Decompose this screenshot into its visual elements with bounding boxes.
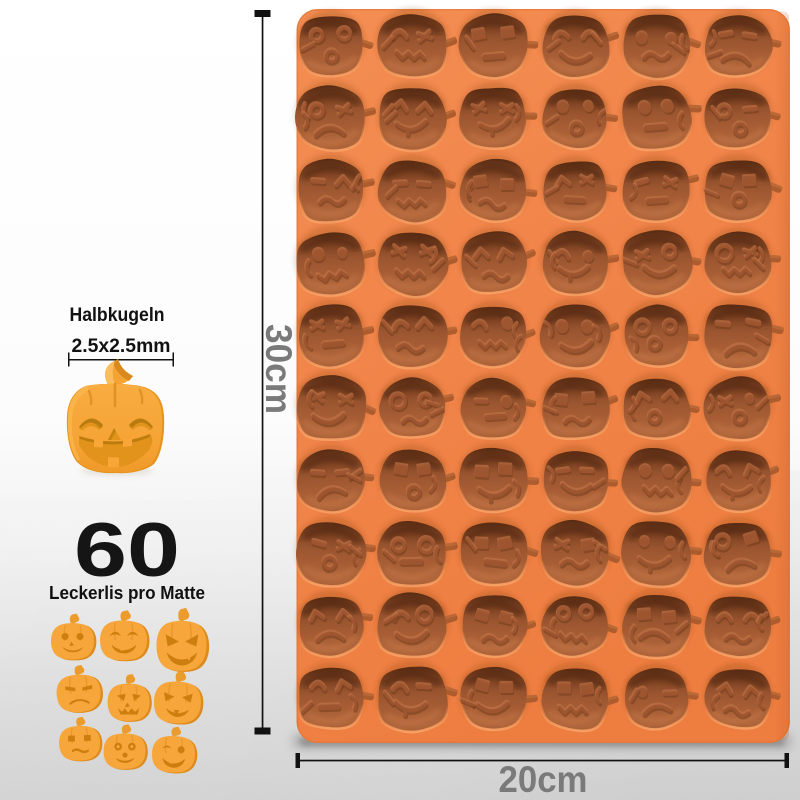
- svg-text:Leckerlis pro Matte: Leckerlis pro Matte: [49, 583, 205, 603]
- svg-text:30cm: 30cm: [258, 324, 299, 414]
- svg-text:2.5x2.5mm: 2.5x2.5mm: [72, 336, 171, 357]
- svg-text:Halbkugeln: Halbkugeln: [70, 305, 165, 326]
- svg-text:60: 60: [74, 508, 180, 593]
- svg-text:20cm: 20cm: [499, 759, 588, 800]
